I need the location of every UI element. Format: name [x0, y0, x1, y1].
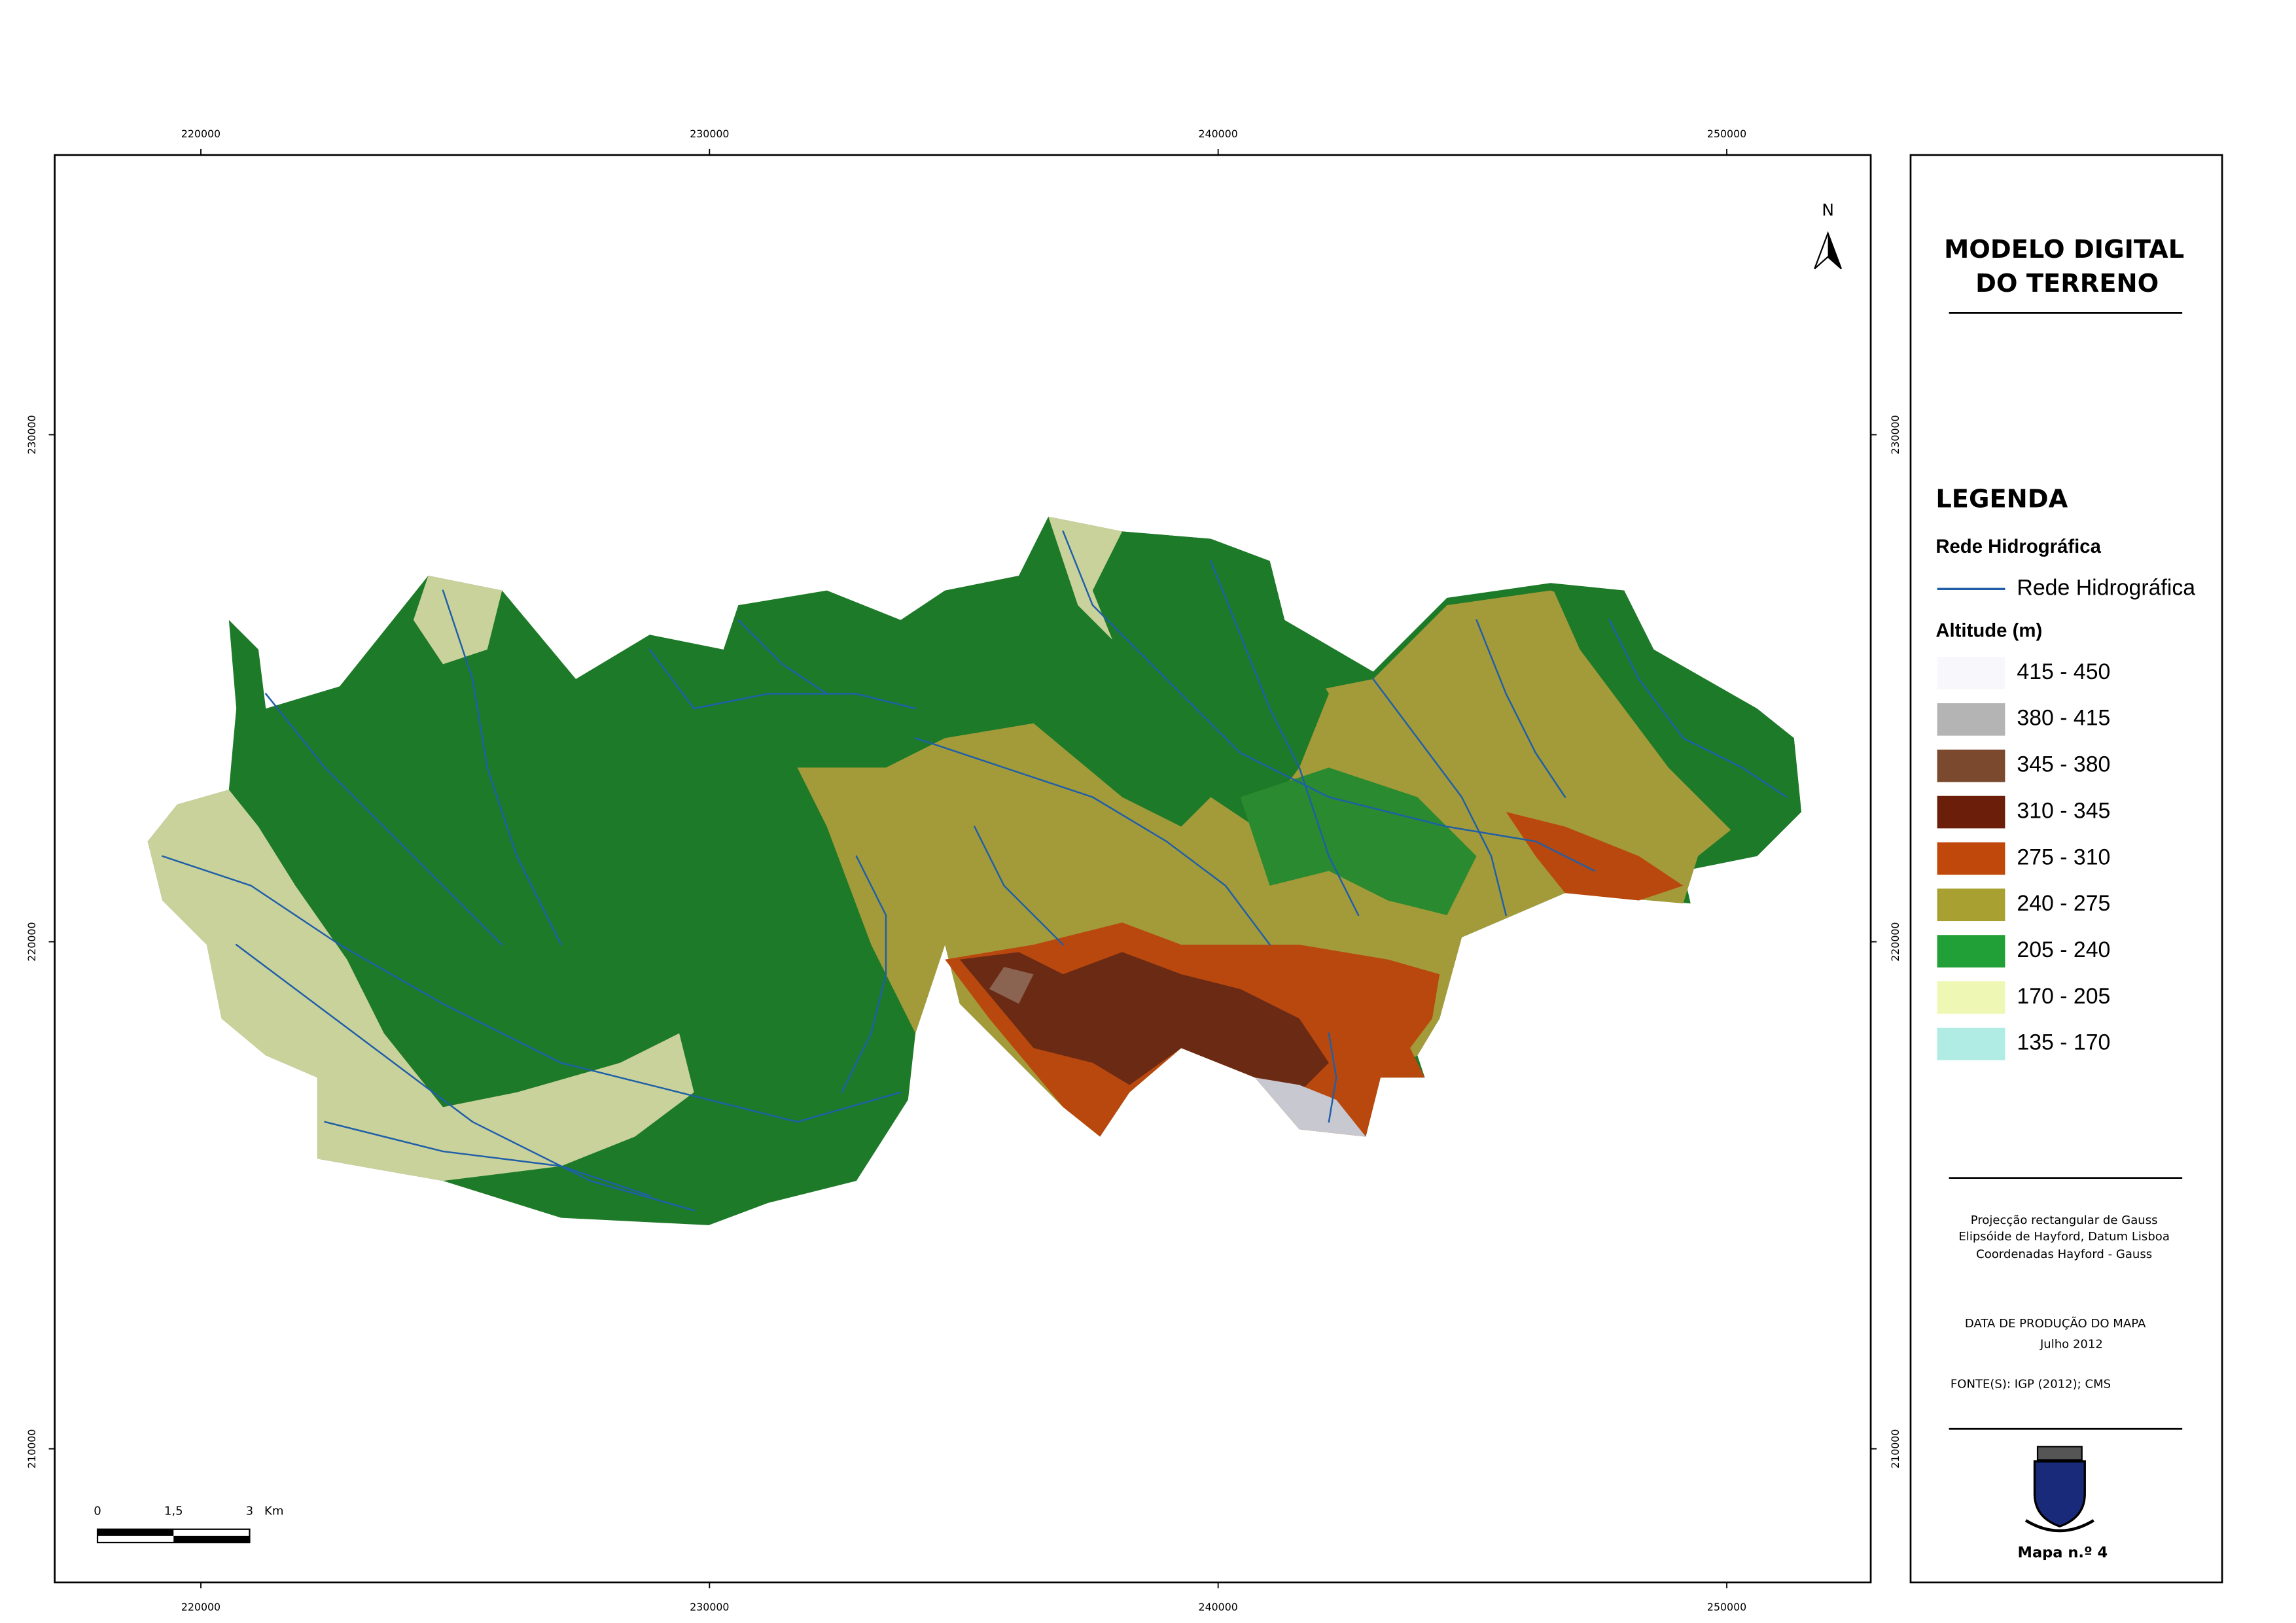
map-number: Mapa n.º 4 — [2018, 1544, 2108, 1561]
emblem-ribbon — [2024, 1519, 2094, 1533]
north-arrow: N — [1814, 201, 1842, 270]
north-arrow-fill — [1828, 233, 1841, 269]
note-projection: Coordenadas Hayford - Gauss — [1976, 1248, 2152, 1261]
river — [1210, 560, 1360, 916]
y-tick-label: 210000 — [26, 1429, 38, 1469]
terrain-310-345 — [959, 952, 1329, 1092]
municipal-emblem — [2024, 1446, 2094, 1533]
river-network — [162, 531, 1788, 1212]
legend-label: 135 - 170 — [2017, 1030, 2110, 1055]
x-tick-label: 250000 — [1707, 128, 1746, 140]
note-production: DATA DE PRODUÇÃO DO MAPA — [1965, 1316, 2146, 1331]
legend-hydro-label: Rede Hidrográfica — [2017, 575, 2195, 600]
x-tick-label: 220000 — [181, 1601, 221, 1613]
y-tick-label: 210000 — [1889, 1429, 1901, 1469]
terrain-170-205 — [147, 790, 694, 1181]
emblem-shield — [2033, 1460, 2086, 1527]
title-line: MODELO DIGITAL — [1944, 235, 2184, 264]
river — [162, 855, 902, 1123]
legend-label: 205 - 240 — [2017, 937, 2110, 962]
x-tick-label: 220000 — [181, 128, 221, 140]
river — [1062, 531, 1596, 872]
legend-swatch — [1937, 1027, 2005, 1060]
note-projection: Projecção rectangular de Gauss — [1971, 1213, 2158, 1227]
north-label: N — [1822, 201, 1834, 220]
river — [324, 1121, 651, 1196]
y-tick-label: 220000 — [1889, 922, 1901, 962]
emblem-crown — [2036, 1446, 2083, 1461]
river — [442, 589, 562, 946]
legend-swatch — [1937, 981, 2005, 1014]
terrain-205-240 — [1092, 531, 1329, 827]
legend-title: LEGENDA — [1935, 484, 2068, 514]
legend-swatch — [1937, 795, 2005, 829]
scale-label: 0 — [94, 1505, 101, 1518]
terrain-380-415 — [1255, 1077, 1366, 1137]
coordinate-ticks: 220000 220000 230000 230000 240000 240000 2500… — [26, 128, 1901, 1613]
river — [1608, 619, 1788, 798]
scale-label: 3 — [246, 1505, 253, 1518]
legend-swatch — [1937, 703, 2005, 736]
river — [265, 693, 503, 946]
terrain-170-205 — [413, 576, 503, 665]
terrain-275-310 — [1506, 812, 1684, 901]
river — [1328, 1032, 1337, 1123]
y-tick-label: 230000 — [1889, 415, 1901, 454]
x-tick-label: 240000 — [1199, 128, 1238, 140]
river — [914, 737, 1271, 946]
legend-swatch — [1937, 657, 2005, 689]
river — [235, 943, 695, 1212]
legend-swatch — [1937, 749, 2005, 782]
legend-label: 380 - 415 — [2017, 706, 2110, 731]
legend-heading: Altitude (m) — [1935, 620, 2042, 642]
legend-heading: Rede Hidrográfica — [1935, 536, 2101, 557]
x-tick-label: 230000 — [690, 128, 729, 140]
legend-swatch — [1937, 888, 2005, 922]
river — [1372, 678, 1507, 916]
legend-classes: 415 - 450 380 - 415 345 - 380 310 - 345 275 … — [1937, 657, 2110, 1060]
river — [974, 826, 1064, 946]
terrain — [147, 516, 1801, 1225]
legend-swatch — [1937, 842, 2005, 875]
river — [737, 619, 828, 695]
scale-bar: 0 1,5 3 Km — [94, 1505, 283, 1544]
river — [841, 855, 887, 1094]
legend-label: 310 - 345 — [2017, 798, 2110, 823]
legend-label: 415 - 450 — [2017, 659, 2110, 684]
terrain-345-380 — [989, 966, 1034, 1004]
x-tick-label: 250000 — [1707, 1601, 1746, 1613]
note-projection: Elipsóide de Hayford, Datum Lisboa — [1958, 1230, 2169, 1244]
x-tick-label: 230000 — [690, 1601, 729, 1613]
legend-label: 345 - 380 — [2017, 752, 2110, 777]
legend-swatch — [1937, 935, 2005, 968]
y-tick-label: 230000 — [26, 415, 38, 454]
terrain-205-240 — [1550, 583, 1801, 856]
scale-unit: Km — [264, 1505, 283, 1518]
y-tick-label: 220000 — [26, 922, 38, 962]
note-sources: FONTE(S): IGP (2012); CMS — [1951, 1378, 2111, 1391]
title-line: DO TERRENO — [1975, 269, 2159, 298]
legend-label: 275 - 310 — [2017, 845, 2110, 869]
scale-label: 1,5 — [164, 1505, 183, 1518]
legend-label: 240 - 275 — [2017, 891, 2110, 916]
scale-bar-segment — [173, 1535, 250, 1543]
river — [1475, 619, 1566, 798]
legend-label: 170 - 205 — [2017, 984, 2110, 1009]
note-production: Julho 2012 — [2040, 1338, 2103, 1352]
x-tick-label: 240000 — [1199, 1601, 1238, 1613]
river — [648, 648, 917, 710]
scale-bar-segment — [97, 1529, 174, 1536]
